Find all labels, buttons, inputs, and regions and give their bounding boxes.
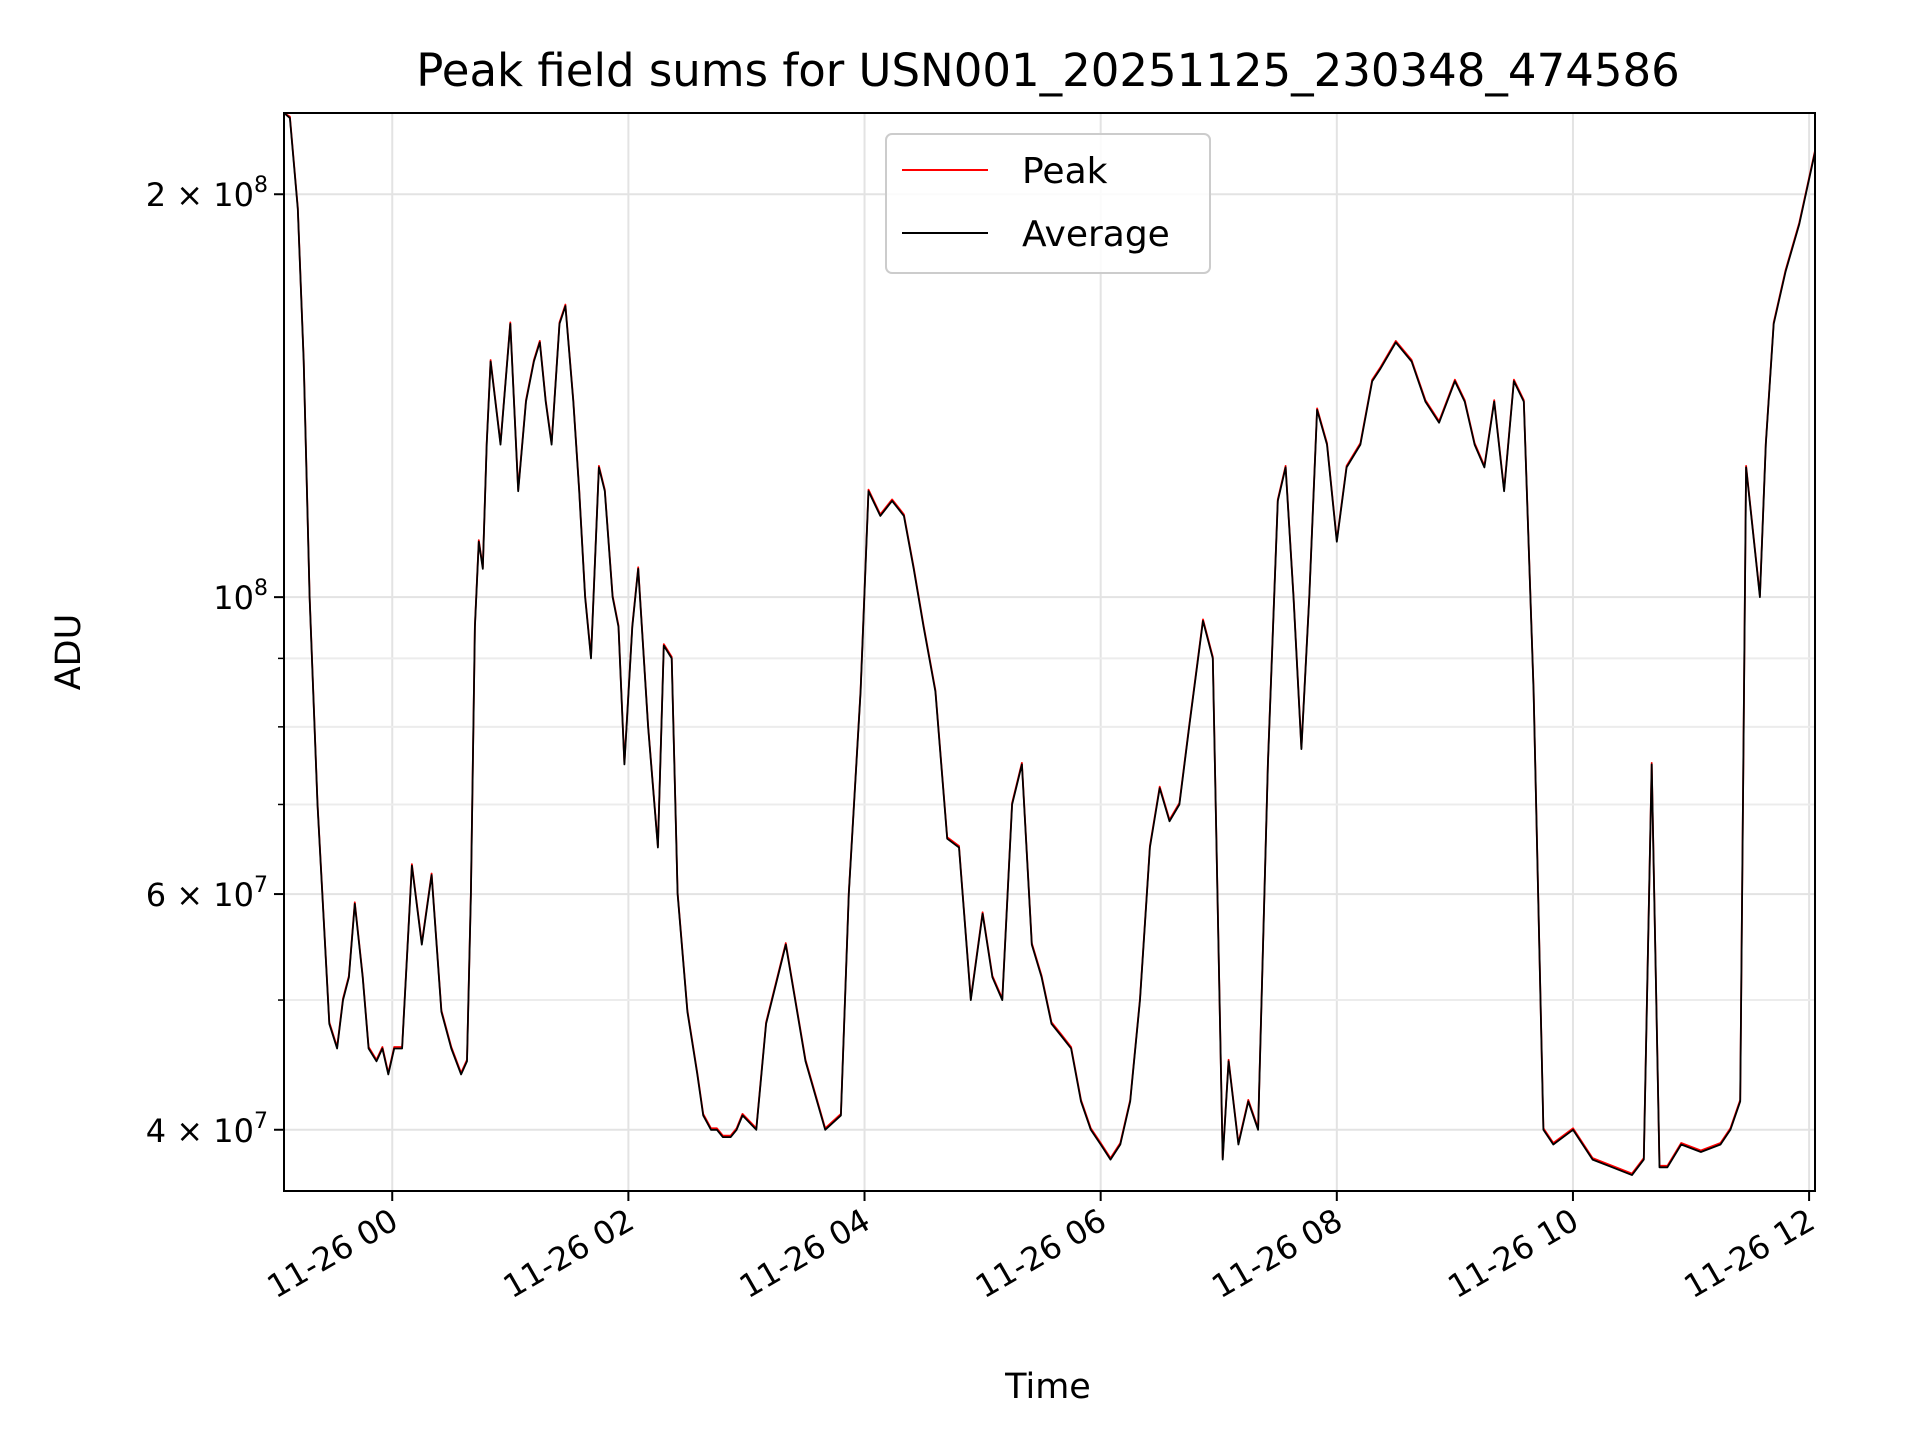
y-tick-label: 4 × 107 <box>146 1109 268 1150</box>
legend-box <box>885 133 1211 274</box>
legend-label-peak: Peak <box>1022 151 1108 192</box>
y-tick-label-base: 4 × 10 <box>146 1112 254 1150</box>
y-axis-label: ADU <box>49 614 89 691</box>
x-axis-label: Time <box>1004 1367 1091 1407</box>
chart-title: Peak field sums for USN001_20251125_2303… <box>416 44 1679 97</box>
series-line-average <box>283 112 1816 1176</box>
y-tick-label: 6 × 107 <box>146 873 268 914</box>
y-tick-label-base: 10 <box>213 579 254 617</box>
y-tick-label-exponent: 8 <box>254 576 268 601</box>
y-tick-label: 2 × 108 <box>146 173 268 214</box>
plot-frame <box>283 112 1816 1192</box>
y-tick-label-exponent: 7 <box>254 873 268 898</box>
legend: Peak Average <box>885 133 1211 274</box>
y-tick-label-base: 2 × 10 <box>146 176 254 214</box>
y-tick-label-exponent: 8 <box>254 173 268 198</box>
y-tick-label: 108 <box>213 576 268 617</box>
y-tick-label-base: 6 × 10 <box>146 876 254 914</box>
series-layer <box>283 112 1816 1176</box>
y-tick-label-exponent: 7 <box>254 1109 268 1134</box>
legend-label-average: Average <box>1022 214 1170 255</box>
